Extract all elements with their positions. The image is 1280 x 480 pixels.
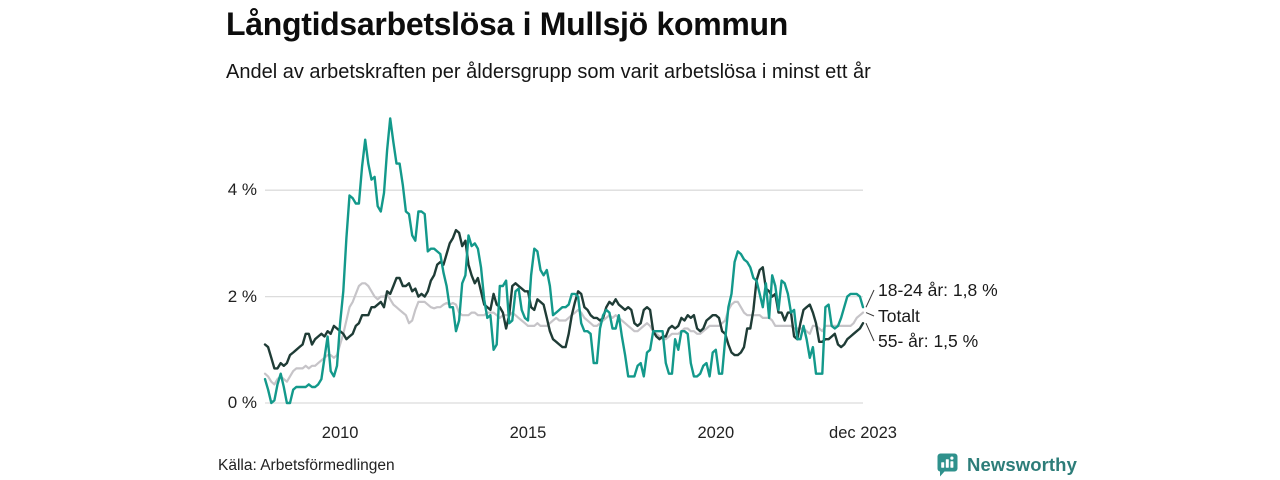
y-axis-tick-label: 4 % <box>227 180 257 200</box>
x-axis-tick-label: 2010 <box>321 424 359 442</box>
source-note: Källa: Arbetsförmedlingen <box>218 457 395 474</box>
page-title: Långtidsarbetslösa i Mullsjö kommun <box>226 6 789 42</box>
y-axis-tick-label: 0 % <box>227 393 257 412</box>
series-end-label: 18-24 år: 1,8 % <box>878 280 998 300</box>
newsworthy-wordmark: Newsworthy <box>967 453 1077 475</box>
x-axis-tick-label: 2015 <box>509 424 547 442</box>
newsworthy-brand: Newsworthy <box>936 452 1077 477</box>
series-end-label: Totalt <box>878 306 920 326</box>
newsworthy-logo-icon <box>937 453 958 477</box>
series-end-label: 55- år: 1,5 % <box>878 331 979 351</box>
chart-subtitle: Andel av arbetskraften per åldersgrupp s… <box>226 61 871 83</box>
x-axis-tick-label: dec 2023 <box>829 424 897 442</box>
x-axis-tick-label: 2020 <box>697 424 735 442</box>
y-axis-tick-label: 2 % <box>227 286 257 306</box>
